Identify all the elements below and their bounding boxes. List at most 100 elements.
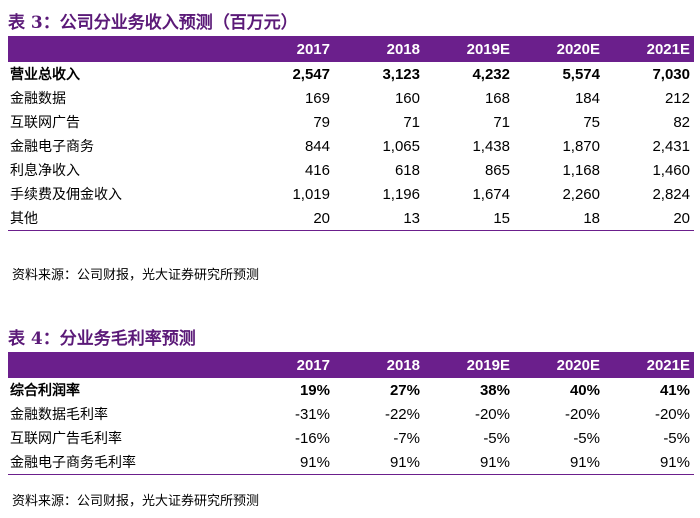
cell: 71: [403, 113, 420, 131]
cell: -20%: [564, 405, 600, 423]
cell: 40%: [569, 381, 600, 399]
table4-title: 分业务毛利率预测: [59, 329, 196, 349]
table3-title: 公司分业务收入预测（百万元）: [59, 13, 298, 33]
cell: -22%: [384, 405, 420, 423]
table3-label: 表 3：: [8, 13, 60, 33]
table3-row: 其他 20 13 15 18 20: [8, 206, 694, 231]
cell: 4,232: [472, 65, 510, 83]
table3-header-cell: 2018: [334, 36, 424, 62]
cell: 71: [493, 113, 510, 131]
table4-header-cell: 2019E: [424, 352, 514, 378]
table3-row: 金融数据 169 160 168 184 212: [8, 86, 694, 110]
table4-row: 金融电子商务毛利率 91% 91% 91% 91% 91%: [8, 450, 694, 475]
table4-label: 表 4：: [8, 329, 60, 349]
cell: 82: [673, 113, 690, 131]
cell: 3,123: [382, 65, 420, 83]
cell: 20: [244, 206, 334, 231]
row-label: 其他: [8, 206, 244, 231]
cell: 212: [664, 89, 690, 107]
table3-row-total-revenue: 营业总收入 2,547 3,123 4,232 5,574 7,030: [8, 62, 694, 86]
cell: -31%: [294, 405, 330, 423]
table3-header-cell: 2019E: [424, 36, 514, 62]
table4-header-cell: 2021E: [604, 352, 694, 378]
cell: 13: [334, 206, 424, 231]
cell: 91%: [244, 450, 334, 475]
cell: 91%: [424, 450, 514, 475]
table3-row: 手续费及佣金收入 1,019 1,196 1,674 2,260 2,824: [8, 182, 694, 206]
cell: 168: [484, 89, 510, 107]
table4-row-overall-margin: 综合利润率 19% 27% 38% 40% 41%: [8, 378, 694, 402]
cell: 844: [304, 137, 330, 155]
table4-header-row: 2017 2018 2019E 2020E 2021E: [8, 352, 694, 378]
cell: 1,870: [562, 137, 600, 155]
cell: 91%: [514, 450, 604, 475]
cell: -20%: [654, 405, 690, 423]
cell: 184: [574, 89, 600, 107]
table3-header-row: 2017 2018 2019E 2020E 2021E: [8, 36, 694, 62]
table3: 2017 2018 2019E 2020E 2021E 营业总收入 2,547 …: [8, 36, 694, 231]
cell: 5,574: [562, 65, 600, 83]
cell: 15: [424, 206, 514, 231]
cell: 18: [514, 206, 604, 231]
table4-header-cell: 2020E: [514, 352, 604, 378]
table4: 2017 2018 2019E 2020E 2021E 综合利润率 19% 27…: [8, 352, 694, 475]
row-label: 金融数据毛利率: [10, 407, 108, 423]
cell: -20%: [474, 405, 510, 423]
row-label: 手续费及佣金收入: [10, 187, 122, 203]
cell: 41%: [659, 381, 690, 399]
table4-caption: 表 4：分业务毛利率预测: [8, 324, 196, 349]
cell: 2,824: [652, 185, 690, 203]
row-label: 综合利润率: [10, 383, 80, 399]
table3-row: 金融电子商务 844 1,065 1,438 1,870 2,431: [8, 134, 694, 158]
cell: 1,019: [292, 185, 330, 203]
table3-caption: 表 3：公司分业务收入预测（百万元）: [8, 8, 298, 33]
cell: 75: [583, 113, 600, 131]
cell: 618: [394, 161, 420, 179]
cell: -5%: [483, 429, 510, 447]
table3-row: 互联网广告 79 71 71 75 82: [8, 110, 694, 134]
cell: -5%: [663, 429, 690, 447]
cell: 27%: [389, 381, 420, 399]
table4-header-cell: 2017: [244, 352, 334, 378]
cell: 19%: [299, 381, 330, 399]
row-label: 互联网广告毛利率: [10, 431, 122, 447]
row-label: 金融数据: [10, 91, 66, 107]
table4-row: 互联网广告毛利率 -16% -7% -5% -5% -5%: [8, 426, 694, 450]
cell: 20: [604, 206, 694, 231]
cell: 2,431: [652, 137, 690, 155]
table3-header-cell: 2017: [244, 36, 334, 62]
cell: 1,460: [652, 161, 690, 179]
row-label: 互联网广告: [10, 115, 80, 131]
cell: 91%: [334, 450, 424, 475]
cell: 1,196: [382, 185, 420, 203]
table4-row: 金融数据毛利率 -31% -22% -20% -20% -20%: [8, 402, 694, 426]
table3-header-blank: [8, 36, 244, 62]
table3-source: 资料来源：公司财报，光大证券研究所预测: [12, 268, 260, 283]
cell: 79: [313, 113, 330, 131]
cell: 7,030: [652, 65, 690, 83]
row-label: 营业总收入: [10, 67, 80, 83]
cell: 38%: [479, 381, 510, 399]
cell: 865: [484, 161, 510, 179]
cell: 160: [394, 89, 420, 107]
row-label: 利息净收入: [10, 163, 80, 179]
cell: 169: [304, 89, 330, 107]
cell: 416: [304, 161, 330, 179]
cell: 2,260: [562, 185, 600, 203]
table3-header-cell: 2020E: [514, 36, 604, 62]
cell: -5%: [573, 429, 600, 447]
cell: 1,674: [472, 185, 510, 203]
table3-row: 利息净收入 416 618 865 1,168 1,460: [8, 158, 694, 182]
cell: 2,547: [292, 65, 330, 83]
cell: 1,438: [472, 137, 510, 155]
cell: 1,168: [562, 161, 600, 179]
table3-header-cell: 2021E: [604, 36, 694, 62]
row-label: 金融电子商务: [10, 139, 94, 155]
cell: 91%: [604, 450, 694, 475]
cell: 1,065: [382, 137, 420, 155]
cell: -7%: [393, 429, 420, 447]
row-label: 金融电子商务毛利率: [8, 450, 244, 475]
table4-header-blank: [8, 352, 244, 378]
table4-source: 资料来源：公司财报，光大证券研究所预测: [12, 494, 260, 509]
table4-header-cell: 2018: [334, 352, 424, 378]
